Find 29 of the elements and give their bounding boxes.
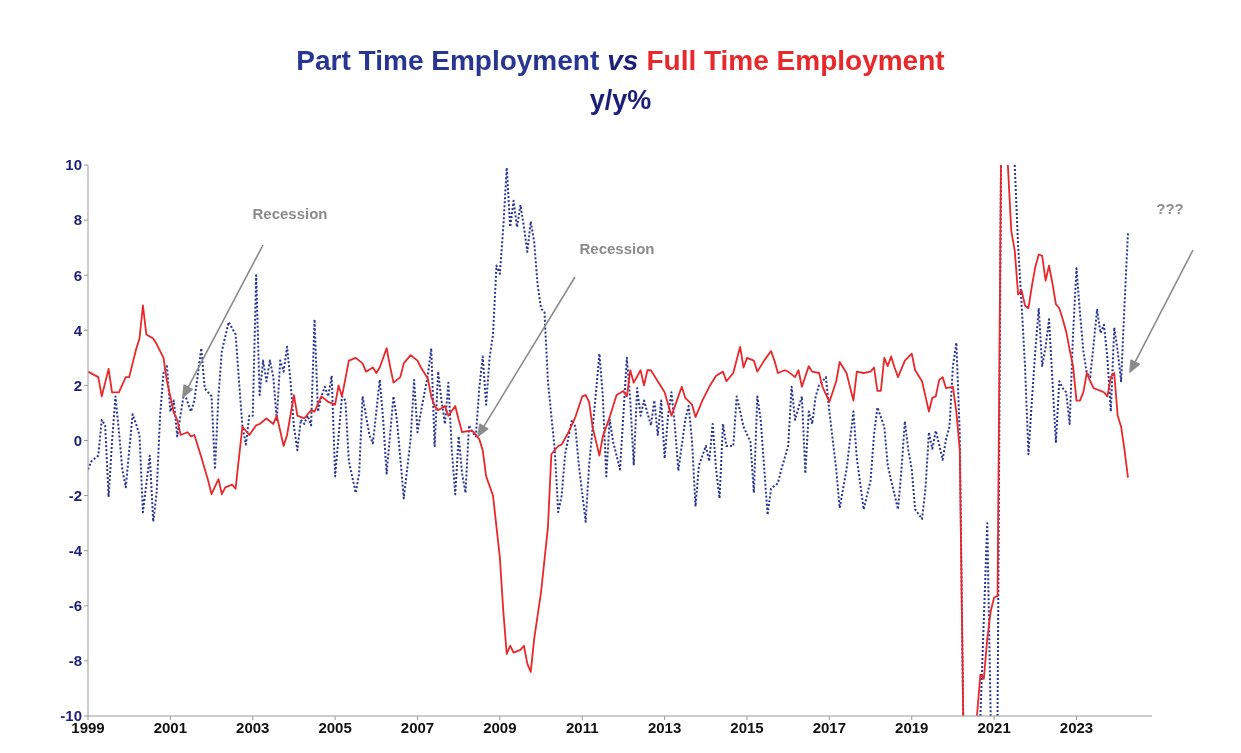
y-tick-label: 2: [73, 376, 82, 394]
y-tick-label: 6: [73, 266, 82, 284]
annotation: Recession: [579, 239, 655, 257]
x-tick-label: 2009: [483, 718, 517, 736]
text: Full Time Employment: [646, 45, 945, 76]
x-tick-label: 2007: [400, 718, 435, 736]
x-tick-label: 2001: [153, 718, 188, 736]
y-tick-label: 4: [73, 321, 83, 339]
y-tick-label: 8: [73, 211, 82, 229]
x-tick-label: 2023: [1059, 718, 1094, 736]
x-tick-label: 2017: [812, 718, 847, 736]
y-tick-label: -2: [68, 486, 82, 504]
chart-subtitle: y/y%: [589, 85, 652, 115]
x-tick-label: 2005: [318, 718, 352, 736]
chart-title: vs: [607, 45, 639, 76]
x-tick-label: 2013: [647, 718, 682, 736]
x-tick-label: 2021: [977, 718, 1011, 736]
x-tick-label: 2015: [730, 718, 764, 736]
y-tick-label: 10: [65, 156, 82, 174]
text: ???: [1156, 199, 1184, 217]
x-tick-label: 2011: [565, 718, 599, 736]
y-tick-label: -8: [68, 652, 82, 670]
x-tick-label: 2003: [236, 718, 270, 736]
x-tick-label: 2019: [895, 718, 929, 736]
y-tick-label: -6: [68, 597, 82, 615]
y-tick-label: 0: [73, 431, 82, 449]
y-tick-label: -4: [68, 542, 83, 560]
annotation: Recession: [252, 204, 328, 222]
text: Part Time Employment: [296, 45, 600, 76]
